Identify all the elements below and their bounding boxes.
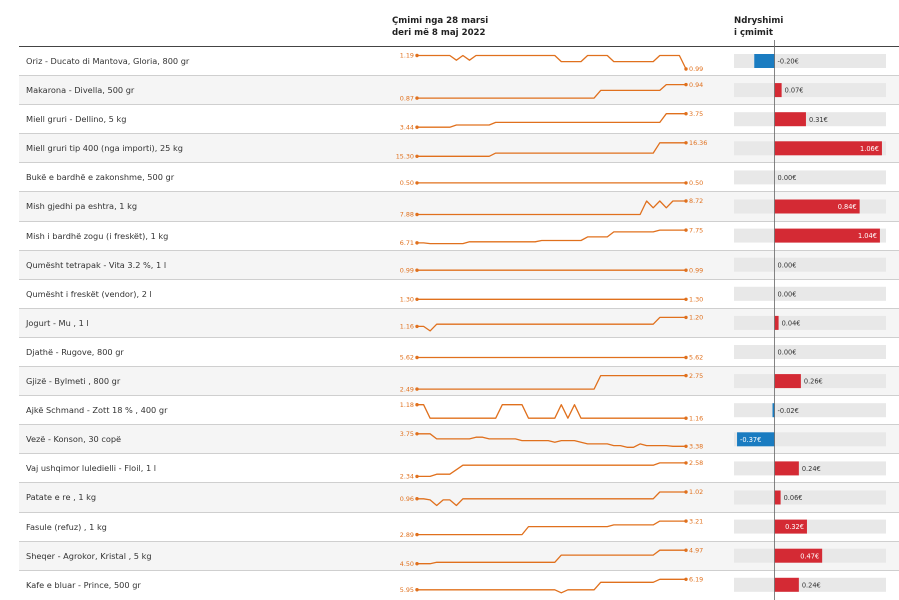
table-row: Fasule (refuz) , 1 kg <box>19 511 899 541</box>
table-row: Vaj ushqimor luledielli - Floil, 1 l <box>19 453 899 482</box>
price-header-line2: deri më 8 maj 2022 <box>392 28 486 38</box>
table-row: Patate e re , 1 kg <box>19 482 899 512</box>
table-row: Kafe e bluar - Prince, 500 gr <box>19 569 899 599</box>
product-name: Kafe e bluar - Prince, 500 gr <box>26 579 141 590</box>
price-header-line1: Çmimi nga 28 marsi <box>392 16 489 26</box>
table-row: Miell gruri tip 400 (nga importi), 25 kg <box>19 133 899 163</box>
table-row: Mish i bardhë zogu (i freskët), 1 kg <box>19 220 899 250</box>
product-name: Sheqer - Agrokor, Kristal , 5 kg <box>26 550 152 561</box>
table-row: Sheqer - Agrokor, Kristal , 5 kg <box>19 540 899 570</box>
product-name: Qumësht tetrapak - Vita 3.2 %, 1 l <box>26 259 167 270</box>
change-column-header: Ndryshimi i çmimit <box>734 15 884 39</box>
product-name: Qumësht i freskët (vendor), 2 l <box>26 288 152 299</box>
product-name: Bukë e bardhë e zakonshme, 500 gr <box>26 172 175 183</box>
product-name: Miell gruri - Dellino, 5 kg <box>26 114 127 125</box>
product-name: Fasule (refuz) , 1 kg <box>26 521 107 532</box>
product-name: Patate e re , 1 kg <box>26 492 97 503</box>
price-column-header: Çmimi nga 28 marsi deri më 8 maj 2022 <box>392 15 592 39</box>
product-name: Makarona - Divella, 500 gr <box>26 85 135 96</box>
product-name: Vezë - Konson, 30 copë <box>26 434 122 445</box>
table-row: Mish gjedhi pa eshtra, 1 kg <box>19 191 899 221</box>
table-row: Oriz - Ducato di Mantova, Gloria, 800 gr <box>19 46 899 75</box>
product-name: Vaj ushqimor luledielli - Floil, 1 l <box>26 463 157 474</box>
table-row: Jogurt - Mu , 1 l <box>19 307 899 337</box>
product-name: Mish i bardhë zogu (i freskët), 1 kg <box>26 230 169 241</box>
product-name: Oriz - Ducato di Mantova, Gloria, 800 gr <box>26 56 190 66</box>
product-name: Mish gjedhi pa eshtra, 1 kg <box>26 201 138 212</box>
table-row: Bukë e bardhë e zakonshme, 500 gr <box>19 162 899 191</box>
table-row: Qumësht i freskët (vendor), 2 l <box>19 278 899 308</box>
change-header-line1: Ndryshimi <box>734 16 784 26</box>
product-name: Djathë - Rugove, 800 gr <box>26 346 124 357</box>
table-row: Qumësht tetrapak - Vita 3.2 %, 1 l <box>19 249 899 279</box>
change-header-line2: i çmimit <box>734 28 773 38</box>
product-name: Jogurt - Mu , 1 l <box>26 317 89 328</box>
price-table: Oriz - Ducato di Mantova, Gloria, 800 gr… <box>19 46 899 599</box>
table-row: Gjizë - Bylmeti , 800 gr <box>19 366 899 396</box>
table-row: Makarona - Divella, 500 gr <box>19 75 899 105</box>
table-row: Vezë - Konson, 30 copë <box>19 424 899 454</box>
product-name: Miell gruri tip 400 (nga importi), 25 kg <box>26 143 183 154</box>
product-name: Ajkë Schmand - Zott 18 % , 400 gr <box>26 405 168 416</box>
table-row: Djathë - Rugove, 800 gr <box>19 336 899 366</box>
product-name: Gjizë - Bylmeti , 800 gr <box>26 376 121 387</box>
table-row: Miell gruri - Dellino, 5 kg <box>19 104 899 133</box>
table-row: Ajkë Schmand - Zott 18 % , 400 gr <box>19 395 899 424</box>
